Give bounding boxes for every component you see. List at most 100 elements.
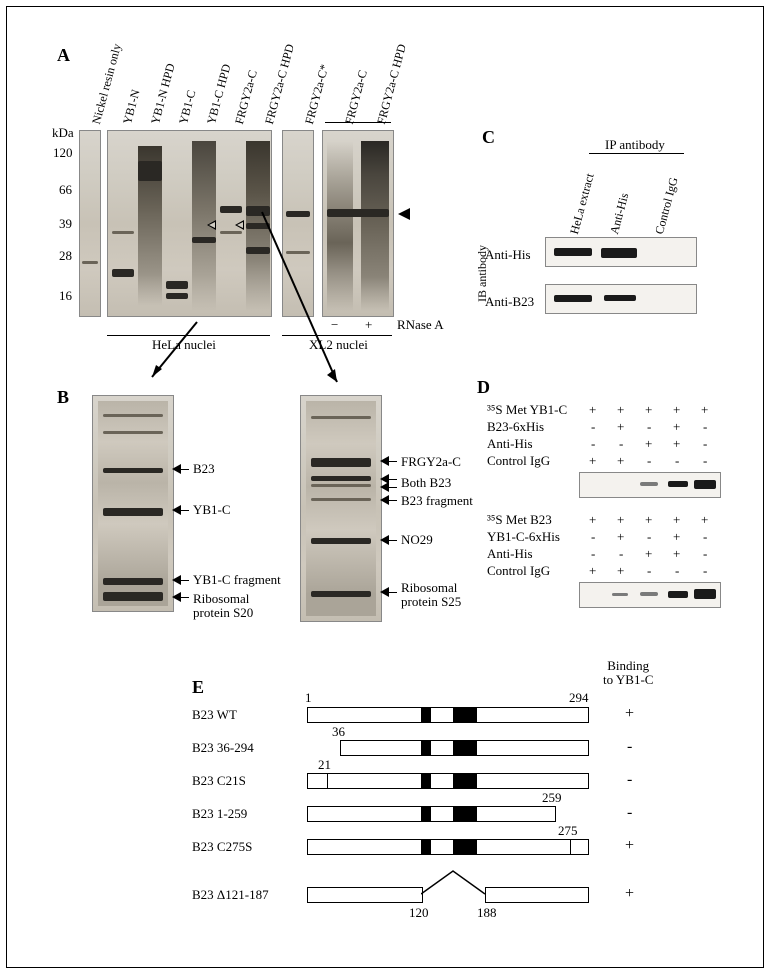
d-r3c5: - bbox=[703, 436, 707, 452]
d-r4c2: + bbox=[617, 453, 624, 469]
big-arrow-left bbox=[142, 317, 202, 392]
e-d121: B23 Δ121-187 bbox=[192, 887, 269, 903]
e-c275s: B23 C275S bbox=[192, 839, 252, 855]
lane-a4: YB1-C bbox=[176, 89, 199, 126]
big-arrow-right bbox=[257, 207, 357, 392]
e-c21s: B23 C21S bbox=[192, 773, 246, 789]
arrow-frgy2ac bbox=[380, 456, 389, 466]
arrow-no29 bbox=[380, 535, 389, 545]
d2-r3c1: - bbox=[591, 546, 595, 562]
e-1259-res: - bbox=[627, 804, 632, 822]
arrow-b23frag bbox=[380, 495, 389, 505]
d-r2c4: + bbox=[673, 419, 680, 435]
c-antib23-ib: Anti-B23 bbox=[485, 294, 534, 310]
d2-r1c3: + bbox=[645, 512, 652, 528]
gel-a-nickel bbox=[79, 130, 101, 317]
mw-39: 39 bbox=[59, 216, 72, 232]
d-r1c2: + bbox=[617, 402, 624, 418]
panel-label-b: B bbox=[57, 387, 69, 408]
lbl-b-rps25: Ribosomal protein S25 bbox=[401, 581, 461, 610]
constr-d121-l bbox=[307, 887, 423, 903]
d-r4c5: - bbox=[703, 453, 707, 469]
e-n275: 275 bbox=[558, 823, 578, 839]
e-n1: 1 bbox=[305, 690, 312, 706]
constr-c275s bbox=[307, 839, 589, 855]
lbl-b-frgy2ac: FRGY2a-C bbox=[401, 454, 461, 470]
d-r4c3: - bbox=[647, 453, 651, 469]
e-n21: 21 bbox=[318, 757, 331, 773]
d2-r4c4: - bbox=[675, 563, 679, 579]
ip-ab-label: IP antibody bbox=[605, 137, 665, 153]
ip-ab-line bbox=[589, 153, 684, 154]
lbl-b-rps20: Ribosomal protein S20 bbox=[193, 592, 253, 621]
e-wt-res: + bbox=[625, 705, 634, 723]
e-36: B23 36-294 bbox=[192, 740, 254, 756]
blot-c-b23 bbox=[545, 284, 697, 314]
constr-d121-r bbox=[485, 887, 589, 903]
c-hela: HeLa extract bbox=[567, 172, 598, 236]
solid-arrow-a bbox=[398, 208, 410, 220]
d2-r3c2: - bbox=[619, 546, 623, 562]
lbl-b-b23: B23 bbox=[193, 461, 215, 477]
panel-label-a: A bbox=[57, 45, 70, 66]
e-n120: 120 bbox=[409, 905, 429, 921]
d2-r2c4: + bbox=[673, 529, 680, 545]
d2-r2c5: - bbox=[703, 529, 707, 545]
d-r1c1: + bbox=[589, 402, 596, 418]
blot-d-bottom bbox=[579, 582, 721, 608]
arrow-rps20 bbox=[172, 592, 181, 602]
lbl-b-yb1c: YB1-C bbox=[193, 502, 231, 518]
e-wt: B23 WT bbox=[192, 707, 237, 723]
d2-r4c3: - bbox=[647, 563, 651, 579]
panel-label-e: E bbox=[192, 677, 204, 698]
d-ctrl-1: Control IgG bbox=[487, 453, 550, 469]
lbl-b-b23frag: B23 fragment bbox=[401, 493, 473, 509]
arrow-yb1c-l bbox=[172, 505, 181, 515]
d-antihis-2: Anti-His bbox=[487, 546, 533, 562]
e-c21s-res: - bbox=[627, 771, 632, 789]
e-1259: B23 1-259 bbox=[192, 806, 247, 822]
d-antihis-1: Anti-His bbox=[487, 436, 533, 452]
lbl-b-no29: NO29 bbox=[401, 532, 433, 548]
arrow-b23-l bbox=[172, 464, 181, 474]
open-arrowhead-1 bbox=[207, 220, 216, 230]
lane-a5: YB1-C HPD bbox=[204, 62, 234, 125]
open-arrowhead-2 bbox=[235, 220, 244, 230]
constr-c21s bbox=[307, 773, 589, 789]
deletion-v bbox=[421, 867, 485, 903]
mw-16: 16 bbox=[59, 288, 72, 304]
mw-28: 28 bbox=[59, 248, 72, 264]
d2-r1c4: + bbox=[673, 512, 680, 528]
c-ctrl: Control IgG bbox=[652, 176, 682, 236]
figure-border: A kDa 120 66 39 28 16 Nickel resin only … bbox=[6, 6, 764, 968]
constr-1259 bbox=[307, 806, 556, 822]
d-r3c3: + bbox=[645, 436, 652, 452]
rnase-plus: + bbox=[365, 317, 372, 333]
binding-header: Binding to YB1-C bbox=[603, 659, 653, 688]
d-r2c3: - bbox=[647, 419, 651, 435]
lane-a6: FRGY2a-C bbox=[232, 69, 261, 126]
lane-a7: FRGY2a-C HPD bbox=[262, 42, 298, 125]
blot-c-his bbox=[545, 237, 697, 267]
gel-b-left bbox=[92, 395, 174, 612]
c-antihis-ib: Anti-His bbox=[485, 247, 531, 263]
rnase-line bbox=[325, 122, 391, 123]
constr-wt bbox=[307, 707, 589, 723]
arrow-both-b23b bbox=[380, 482, 389, 492]
lane-a1: Nickel resin only bbox=[89, 42, 125, 126]
d2-r1c5: + bbox=[701, 512, 708, 528]
d-ctrl-2: Control IgG bbox=[487, 563, 550, 579]
lane-a8: FRGY2a-C* bbox=[302, 63, 332, 126]
arrow-rps25 bbox=[380, 587, 389, 597]
d2-r4c2: + bbox=[617, 563, 624, 579]
lane-a3: YB1-N HPD bbox=[148, 62, 179, 126]
panel-label-c: C bbox=[482, 127, 495, 148]
d-r2c2: + bbox=[617, 419, 624, 435]
d-r2c5: - bbox=[703, 419, 707, 435]
c-antihis: Anti-His bbox=[607, 191, 632, 235]
d-yb1chis: YB1-C-6xHis bbox=[487, 529, 560, 545]
d-r4c1: + bbox=[589, 453, 596, 469]
d2-r2c2: + bbox=[617, 529, 624, 545]
e-d121-res: + bbox=[625, 885, 634, 903]
mw-66: 66 bbox=[59, 182, 72, 198]
